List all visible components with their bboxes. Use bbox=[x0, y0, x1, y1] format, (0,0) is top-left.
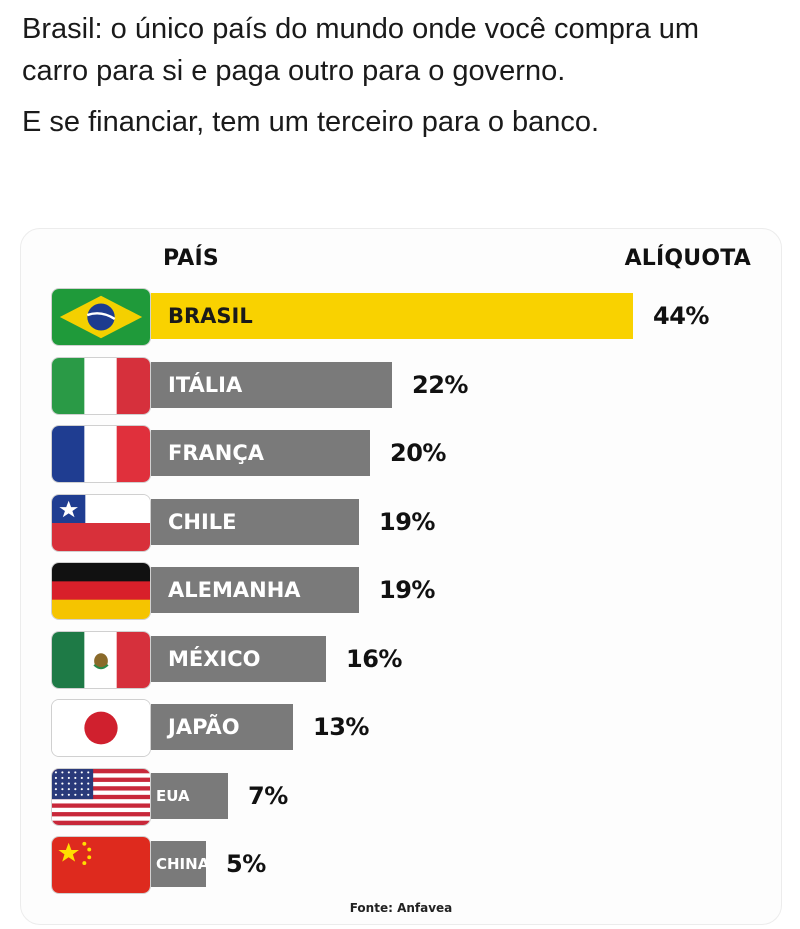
mexico-flag-icon bbox=[51, 630, 151, 689]
rate-column-header: ALÍQUOTA bbox=[624, 246, 751, 271]
bar-label-franca: FRANÇA bbox=[168, 441, 265, 465]
bar-label-brasil: BRASIL bbox=[168, 304, 253, 328]
chart-card: PAÍS ALÍQUOTA BRASIL 44% ITÁLIA 22% FRANÇA 20… bbox=[20, 228, 782, 925]
value-label-mexico: 16% bbox=[346, 644, 402, 673]
bar-label-china: CHINA bbox=[156, 855, 210, 873]
value-label-italia: 22% bbox=[412, 370, 468, 399]
bar-eua bbox=[151, 772, 228, 819]
bar-label-italia: ITÁLIA bbox=[168, 372, 243, 397]
chile-flag-icon bbox=[51, 493, 151, 552]
italy-flag-icon bbox=[51, 356, 151, 415]
chart-source: Fonte: Anfavea bbox=[349, 901, 453, 915]
china-flag-icon bbox=[51, 836, 151, 894]
france-flag-icon bbox=[51, 425, 151, 483]
bar-label-japao: JAPÃO bbox=[168, 715, 240, 739]
bar-label-chile: CHILE bbox=[168, 509, 237, 534]
bar-brasil bbox=[151, 293, 633, 339]
value-label-china: 5% bbox=[226, 850, 266, 878]
bar-mexico bbox=[151, 635, 326, 682]
bar-alemanha bbox=[151, 567, 359, 613]
value-label-alemanha: 19% bbox=[379, 576, 435, 604]
bar-label-alemanha: ALEMANHA bbox=[168, 578, 301, 602]
value-label-chile: 19% bbox=[379, 507, 435, 536]
bar-label-eua: EUA bbox=[156, 786, 190, 805]
usa-flag-icon bbox=[51, 767, 151, 826]
bar-china bbox=[151, 841, 206, 887]
value-label-japao: 13% bbox=[313, 713, 369, 741]
brazil-flag-icon bbox=[51, 288, 151, 346]
country-column-header: PAÍS bbox=[163, 246, 219, 271]
bar-chile bbox=[151, 498, 359, 545]
post-text: Brasil: o único país do mundo onde você … bbox=[22, 8, 762, 143]
japan-flag-icon bbox=[51, 699, 151, 757]
bar-italia bbox=[151, 361, 392, 408]
value-label-franca: 20% bbox=[390, 439, 446, 467]
post-line-2: E se financiar, tem um terceiro para o b… bbox=[22, 106, 600, 138]
value-label-brasil: 44% bbox=[653, 302, 709, 330]
post-line-1: Brasil: o único país do mundo onde você … bbox=[22, 13, 700, 87]
germany-flag-icon bbox=[51, 562, 151, 620]
bar-franca bbox=[151, 430, 370, 476]
value-label-eua: 7% bbox=[248, 781, 288, 810]
bar-label-mexico: MÉXICO bbox=[168, 646, 261, 671]
bar-japao bbox=[151, 704, 293, 750]
